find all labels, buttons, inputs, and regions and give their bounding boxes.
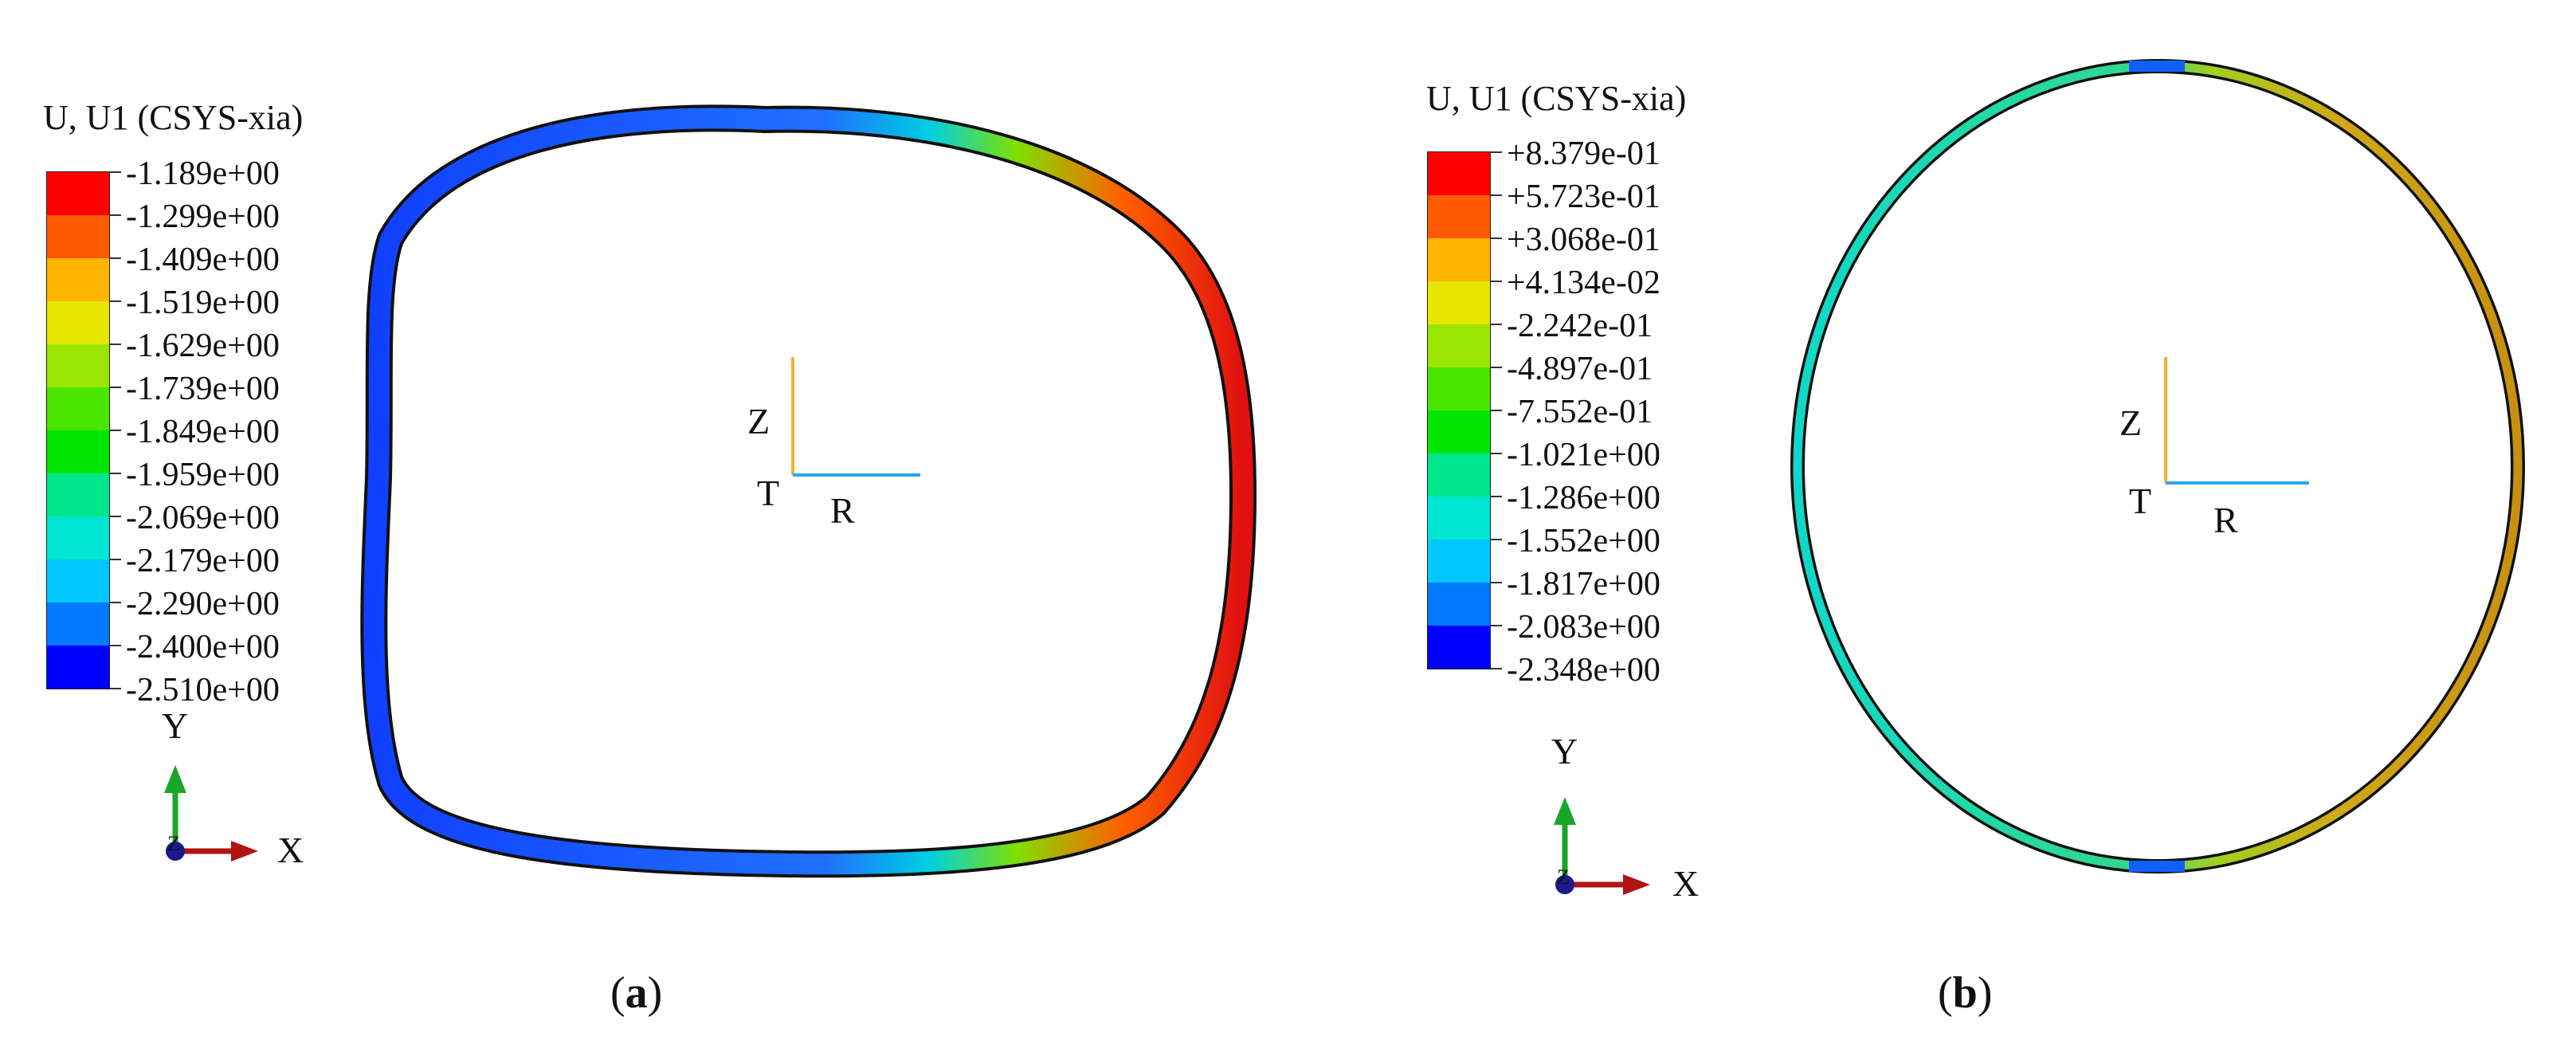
local-r-label: R [830,490,855,531]
ring-contour [363,108,1254,875]
legend-tick: -1.286e+00 [1507,480,1660,516]
legend-swatch [47,215,109,258]
triad-x-label: X [277,830,304,870]
legend-tick: -1.189e+00 [126,155,280,192]
deformed-ring-a [164,104,1257,878]
legend-tick: -1.849e+00 [126,414,280,450]
legend-swatch [47,473,109,516]
legend-tick: -2.242e-01 [1507,308,1653,344]
panel-a: U, U1 (CSYS-xia) -1.189e+00 -1.299e+00 -… [43,98,1257,1018]
legend-tick: +5.723e-01 [1507,179,1660,215]
legend-tick: +4.134e-02 [1507,265,1660,301]
legend-tick: -1.519e+00 [126,285,280,321]
legend-tick: -2.290e+00 [126,586,280,622]
legend-swatch [1428,324,1490,367]
legend-tick: -1.552e+00 [1507,523,1660,559]
legend-tick: -1.021e+00 [1507,437,1660,473]
legend-swatch [47,516,109,559]
triad-z-label: Z [1557,866,1570,889]
legend-tick: -1.299e+00 [126,198,280,235]
local-t-label: T [2129,481,2152,521]
legend-tick: +8.379e-01 [1507,135,1660,172]
triad-z-dot-icon [1555,875,1574,894]
legend-swatch [47,387,109,430]
legend-swatch [47,559,109,603]
legend-tick: -4.897e-01 [1507,351,1653,387]
triad-x-label: X [1672,863,1700,904]
triad-y-label: Y [1551,731,1578,771]
legend-swatch [1428,453,1490,497]
legend-swatch [1428,195,1490,238]
legend-tick: -1.817e+00 [1507,566,1660,603]
legend-swatch [47,430,109,473]
caption-a: (a) [610,968,663,1018]
triad-y-label: Y [162,705,189,746]
legend-swatch [1428,238,1490,281]
legend-swatch [1428,410,1490,453]
local-z-label: Z [747,401,770,442]
ring-top-blue-zone [2129,61,2185,72]
legend-swatch [1428,626,1490,669]
color-legend-bar [1427,151,1491,669]
legend-swatch [47,258,109,301]
triad-z-label: Z [167,832,180,855]
deformed-ring-b [1554,59,2525,895]
caption-b: (b) [1938,968,1993,1018]
legend-tick: -2.069e+00 [126,500,280,536]
local-t-label: T [757,473,780,513]
legend-swatch [47,344,109,387]
ring-outline [360,104,1257,878]
panel-b: U, U1 (CSYS-xia) +8.379e-01 +5.723e-01 +… [1288,0,2576,1052]
triad-y-arrow-icon [164,765,186,793]
legend-swatch [1428,540,1490,583]
legend-tick: -2.510e+00 [126,672,280,709]
legend-tick: +3.068e-01 [1507,222,1660,258]
local-r-label: R [2213,500,2238,540]
color-legend-bar [46,171,110,689]
legend-tick: -2.083e+00 [1507,609,1660,646]
legend-swatch [1428,497,1490,540]
triad-x-arrow-icon [1623,874,1650,895]
triad-x-arrow-icon [231,841,258,862]
legend-swatch [47,646,109,689]
legend-swatch [47,172,109,215]
legend-swatch [1428,583,1490,626]
legend-tick: -1.409e+00 [126,241,280,278]
legend-swatch [47,603,109,646]
legend-tick: -2.179e+00 [126,543,280,579]
legend-tick: -1.739e+00 [126,371,280,407]
ring-contour [1793,61,2523,871]
legend-tick: -2.348e+00 [1507,652,1660,689]
legend-swatch [1428,152,1490,195]
local-z-label: Z [2119,402,2143,443]
legend-tick: -1.629e+00 [126,328,280,364]
legend-title: U, U1 (CSYS-xia) [1426,79,1687,118]
ring-bottom-blue-zone [2129,861,2185,872]
legend-swatch [1428,367,1490,410]
triad-z-dot-icon [166,842,185,861]
triad-y-arrow-icon [1554,797,1576,825]
legend-tick: -2.400e+00 [126,629,280,665]
legend-title: U, U1 (CSYS-xia) [43,98,304,137]
legend-swatch [1428,281,1490,324]
legend-tick: -1.959e+00 [126,457,280,493]
legend-tick: -7.552e-01 [1507,394,1653,430]
legend-swatch [47,301,109,344]
